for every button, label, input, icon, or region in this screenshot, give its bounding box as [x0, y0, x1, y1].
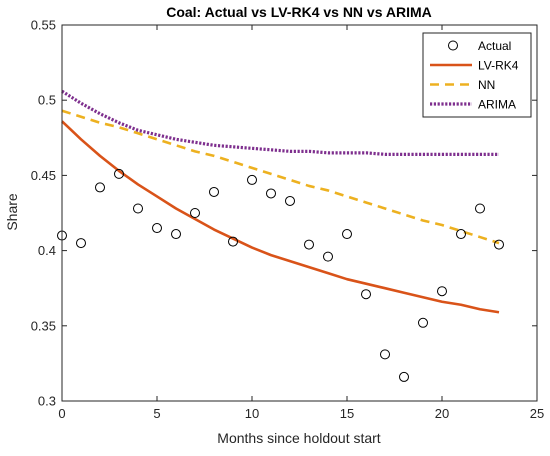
x-tick-label: 20: [435, 406, 449, 421]
legend-label-arima: ARIMA: [478, 98, 516, 112]
y-tick-label: 0.45: [31, 168, 56, 183]
y-tick-label: 0.35: [31, 318, 56, 333]
legend: Actual LV-RK4 NN ARIMA: [422, 32, 532, 118]
legend-swatch-actual: [448, 40, 458, 51]
y-tick-label: 0.4: [38, 243, 56, 258]
data-point-actual: [475, 203, 485, 214]
data-point-actual: [418, 317, 428, 328]
series-line-lv-rk4: [61, 120, 500, 314]
x-tick-label: 0: [58, 406, 65, 421]
data-point-actual: [171, 229, 181, 240]
legend-label-nn: NN: [478, 78, 495, 92]
legend-label-actual: Actual: [478, 39, 511, 53]
x-tick-label: 25: [530, 406, 544, 421]
data-point-actual: [76, 238, 86, 249]
series-line-arima: [61, 89, 499, 156]
data-point-actual: [494, 239, 504, 250]
data-point-actual: [342, 229, 352, 240]
y-axis-label: Share: [4, 193, 20, 231]
x-tick-label: 10: [245, 406, 259, 421]
data-point-actual: [190, 208, 200, 218]
data-point-actual: [95, 182, 105, 193]
series-line-nn: [61, 109, 500, 245]
data-point-actual: [323, 251, 333, 262]
legend-label-lv-rk4: LV-RK4: [478, 59, 519, 73]
data-point-actual: [399, 371, 409, 382]
y-tick-label: 0.55: [31, 18, 56, 33]
chart-title: Coal: Actual vs LV-RK4 vs NN vs ARIMA: [166, 4, 432, 20]
y-tick-label: 0.5: [38, 93, 56, 108]
data-point-actual: [304, 239, 314, 250]
x-tick-label: 15: [340, 406, 354, 421]
x-tick-label: 5: [153, 406, 160, 421]
data-point-actual: [266, 188, 276, 199]
data-point-actual: [133, 203, 143, 214]
data-point-actual: [114, 168, 124, 179]
legend-box: [422, 32, 532, 118]
data-point-actual: [285, 195, 295, 206]
data-point-actual: [209, 186, 219, 197]
y-tick-label: 0.3: [38, 394, 56, 409]
data-point-actual: [456, 229, 466, 240]
data-point-actual: [437, 286, 447, 297]
axes-box: [61, 24, 538, 402]
x-axis-label: Months since holdout start: [217, 430, 381, 446]
data-point-actual: [228, 236, 238, 247]
data-point-actual: [152, 223, 162, 234]
data-point-actual: [361, 289, 371, 300]
data-point-actual: [247, 174, 257, 185]
data-point-actual: [380, 349, 390, 360]
